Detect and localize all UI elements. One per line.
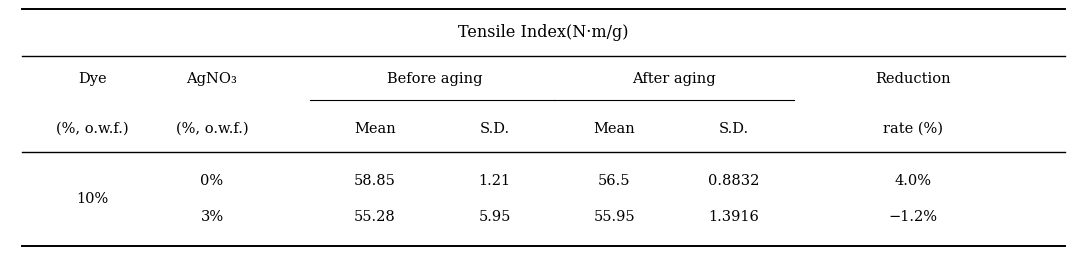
Text: 3%: 3% <box>200 210 224 224</box>
Text: Dye: Dye <box>78 72 107 86</box>
Text: (%, o.w.f.): (%, o.w.f.) <box>176 122 248 136</box>
Text: 5.95: 5.95 <box>478 210 511 224</box>
Text: 55.28: 55.28 <box>354 210 396 224</box>
Text: 55.95: 55.95 <box>594 210 635 224</box>
Text: S.D.: S.D. <box>479 122 510 136</box>
Text: rate (%): rate (%) <box>883 122 944 136</box>
Text: 0%: 0% <box>200 174 224 188</box>
Text: 4.0%: 4.0% <box>895 174 932 188</box>
Text: 10%: 10% <box>76 192 109 206</box>
Text: 56.5: 56.5 <box>598 174 630 188</box>
Text: Reduction: Reduction <box>875 72 951 86</box>
Text: Mean: Mean <box>594 122 635 136</box>
Text: AgNO₃: AgNO₃ <box>187 72 237 86</box>
Text: After aging: After aging <box>633 72 715 86</box>
Text: 0.8832: 0.8832 <box>708 174 760 188</box>
Text: Before aging: Before aging <box>387 72 483 86</box>
Text: 1.21: 1.21 <box>478 174 511 188</box>
Text: Tensile Index(N·m/g): Tensile Index(N·m/g) <box>459 24 628 41</box>
Text: 1.3916: 1.3916 <box>709 210 759 224</box>
Text: 58.85: 58.85 <box>354 174 396 188</box>
Text: Mean: Mean <box>354 122 396 136</box>
Text: S.D.: S.D. <box>719 122 749 136</box>
Text: (%, o.w.f.): (%, o.w.f.) <box>57 122 128 136</box>
Text: −1.2%: −1.2% <box>888 210 938 224</box>
